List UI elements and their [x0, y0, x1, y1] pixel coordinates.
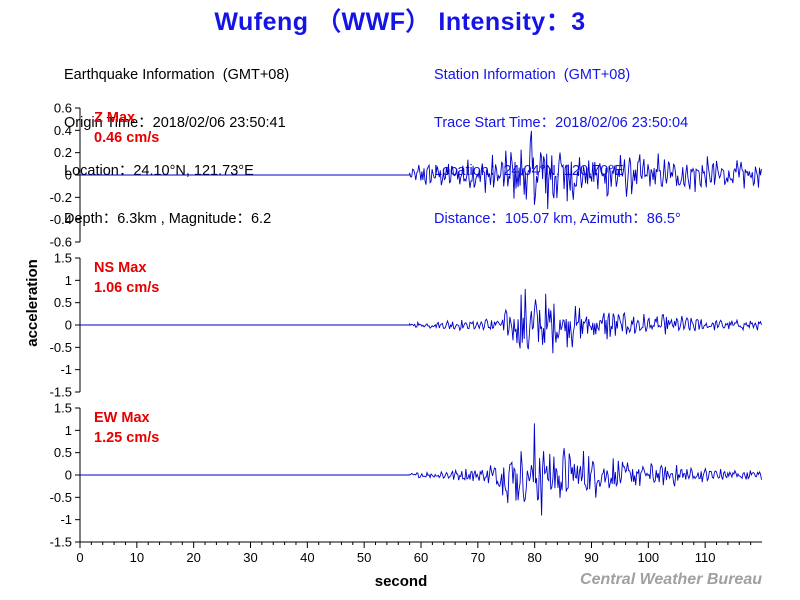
- y-tick-label: 0: [65, 318, 72, 333]
- y-tick-label: 0.6: [54, 101, 72, 116]
- y-tick-label: -1: [60, 362, 72, 377]
- y-tick-label: 1.5: [54, 251, 72, 266]
- x-tick-label: 100: [637, 550, 659, 565]
- y-tick-label: -1.5: [50, 385, 72, 400]
- trace-line-ew: [80, 423, 762, 516]
- max-value-label: 0.46 cm/s: [94, 130, 159, 146]
- y-tick-label: -0.5: [50, 340, 72, 355]
- earthquake-info-heading: Earthquake Information (GMT+08): [64, 67, 290, 83]
- y-tick-label: -0.6: [50, 235, 72, 250]
- origin-time: Origin Time：2018/02/06 23:50:41: [64, 115, 286, 131]
- y-tick-label: 0.4: [54, 123, 72, 138]
- x-tick-label: 30: [243, 550, 257, 565]
- y-tick-label: 1: [65, 423, 72, 438]
- depth-magnitude: Depth：6.3km , Magnitude：6.2: [64, 211, 272, 227]
- component-label: EW Max: [94, 410, 150, 426]
- max-value-label: 1.06 cm/s: [94, 280, 159, 296]
- component-label: NS Max: [94, 260, 146, 276]
- y-tick-label: 1: [65, 273, 72, 288]
- y-axis-title: acceleration: [24, 259, 41, 347]
- trace-start-time: Trace Start Time：2018/02/06 23:50:04: [434, 115, 689, 131]
- chart-title: Wufeng （WWF） Intensity：3: [214, 8, 586, 36]
- y-tick-label: 0.2: [54, 145, 72, 160]
- earthquake-info: Earthquake Information (GMT+08) Origin T…: [64, 35, 289, 243]
- x-tick-label: 40: [300, 550, 314, 565]
- x-tick-label: 0: [76, 550, 83, 565]
- y-tick-label: -0.2: [50, 190, 72, 205]
- station-info: Station Information (GMT+08) Trace Start…: [434, 35, 688, 243]
- y-tick-label: 1.5: [54, 401, 72, 416]
- trace-line-z: [80, 130, 762, 210]
- y-tick-label: 0.5: [54, 295, 72, 310]
- station-info-heading: Station Information (GMT+08): [434, 67, 631, 83]
- component-label: Z Max: [94, 110, 135, 126]
- y-tick-label: 0: [65, 168, 72, 183]
- distance-azimuth: Distance：105.07 km, Azimuth：86.5°: [434, 211, 681, 227]
- x-tick-label: 80: [527, 550, 541, 565]
- trace-line-ns: [80, 288, 762, 354]
- x-tick-label: 20: [186, 550, 200, 565]
- y-tick-label: -1.5: [50, 535, 72, 550]
- credit-label: Central Weather Bureau: [580, 571, 762, 588]
- x-tick-label: 110: [695, 550, 716, 565]
- y-tick-label: 0.5: [54, 445, 72, 460]
- x-axis-title: second: [375, 573, 428, 590]
- x-tick-label: 10: [130, 550, 144, 565]
- max-value-label: 1.25 cm/s: [94, 430, 159, 446]
- y-tick-label: -0.4: [50, 212, 72, 227]
- y-tick-label: -1: [60, 512, 72, 527]
- y-tick-label: 0: [65, 468, 72, 483]
- x-tick-label: 60: [414, 550, 428, 565]
- x-tick-label: 50: [357, 550, 371, 565]
- x-tick-label: 90: [584, 550, 598, 565]
- y-tick-label: -0.5: [50, 490, 72, 505]
- x-tick-label: 70: [471, 550, 485, 565]
